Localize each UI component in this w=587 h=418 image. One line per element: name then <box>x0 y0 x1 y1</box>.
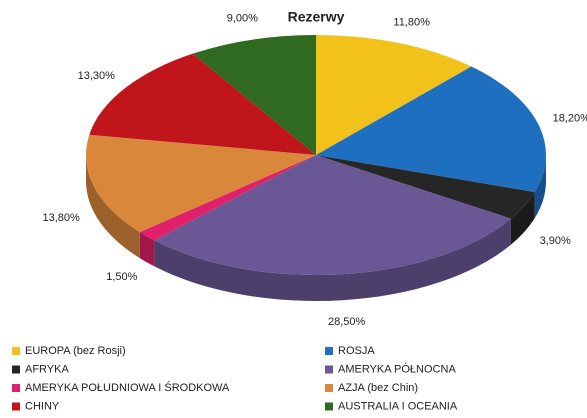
pie-slice <box>316 35 472 155</box>
legend-swatch <box>12 347 20 355</box>
legend-label: CHINY <box>25 400 60 412</box>
legend-label: AMERYKA POŁUDNIOWA I ŚRODKOWA <box>25 381 230 394</box>
data-label: 11,80% <box>393 17 430 29</box>
data-label: 13,80% <box>42 212 80 224</box>
pie-slice <box>316 66 546 193</box>
pie-slice-side <box>86 155 140 259</box>
legend-swatch <box>325 384 333 392</box>
legend-swatch <box>325 402 333 411</box>
legend-label: AZJA (bez Chin) <box>338 382 418 394</box>
data-label: 1,50% <box>106 271 137 283</box>
legend-label: EUROPA (bez Rosji) <box>25 345 126 357</box>
pie-slice-side <box>154 218 511 301</box>
pie-slice <box>89 53 316 155</box>
legend-swatch <box>12 384 20 392</box>
data-label: 28,50% <box>328 316 366 328</box>
data-label: 13,30% <box>78 70 116 82</box>
pie-slice-side <box>510 192 535 245</box>
pie-slice <box>192 35 316 155</box>
pie-slice <box>316 155 535 219</box>
pie-slice <box>85 134 316 233</box>
legend-label: ROSJA <box>338 345 375 357</box>
pie-slice <box>139 155 316 241</box>
chart-title: Rezerwy <box>288 9 345 25</box>
pie-slice-side <box>534 155 546 219</box>
data-label: 18,20% <box>553 113 587 125</box>
legend-label: AUSTRALIA I OCEANIA <box>338 400 458 412</box>
legend-swatch <box>325 347 333 355</box>
legend-swatch <box>12 365 20 374</box>
legend-label: AMERYKA PÓŁNOCNA <box>338 362 456 375</box>
legend-swatch <box>12 402 20 411</box>
pie-slice <box>154 155 511 275</box>
pie-slice-side <box>139 232 155 267</box>
data-label: 3,90% <box>540 235 571 247</box>
legend-label: AFRYKA <box>25 363 69 375</box>
legend-swatch <box>325 365 333 374</box>
data-label: 9,00% <box>227 13 258 25</box>
